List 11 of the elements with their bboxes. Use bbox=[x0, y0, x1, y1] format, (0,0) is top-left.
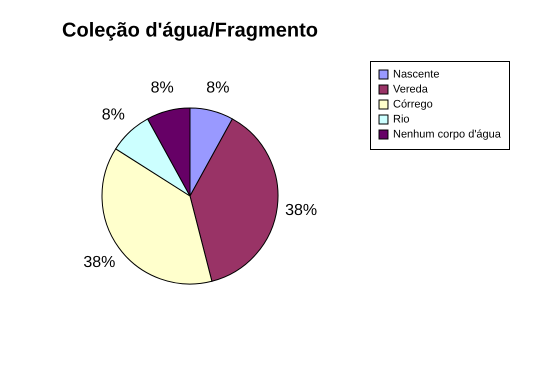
chart-title: Coleção d'água/Fragmento bbox=[62, 20, 318, 42]
data-label: 38% bbox=[285, 202, 318, 220]
legend-label: Córrego bbox=[393, 98, 433, 110]
data-label: 8% bbox=[150, 80, 174, 97]
data-label: 8% bbox=[206, 80, 230, 97]
data-label: 38% bbox=[83, 254, 116, 271]
data-label: 8% bbox=[102, 106, 125, 124]
legend-label: Rio bbox=[393, 114, 410, 126]
legend-label: Vereda bbox=[393, 84, 429, 96]
legend-label: Nenhum corpo d'água bbox=[393, 128, 502, 140]
legend-label: Nascente bbox=[393, 68, 440, 80]
